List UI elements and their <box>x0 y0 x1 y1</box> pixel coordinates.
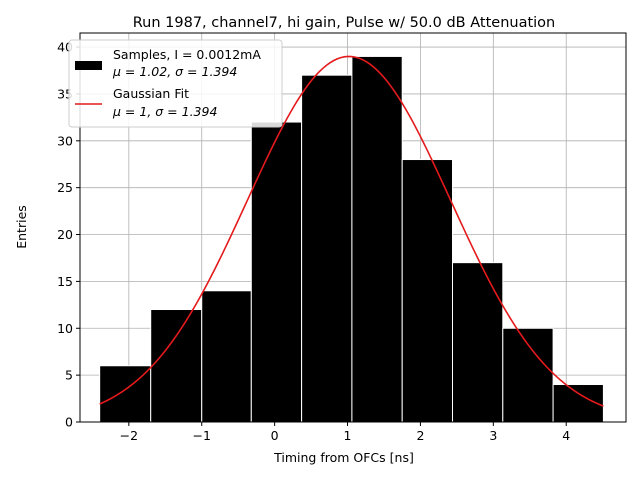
histogram-bar-6 <box>401 159 454 423</box>
histogram-bar-3 <box>250 121 303 423</box>
legend-fit-stats: μ = 1, σ = 1.394 <box>112 104 217 119</box>
histogram-bar-2 <box>201 290 252 423</box>
histogram-bar-4 <box>301 74 353 423</box>
gaussian-fit-curve <box>99 55 604 407</box>
histogram-bar-5 <box>351 55 403 423</box>
x-tick-label-2: 0 <box>271 428 279 443</box>
y-tick-label-4: 20 <box>57 227 73 242</box>
x-tick-label-6: 4 <box>562 428 570 443</box>
y-axis-label: Entries <box>14 205 29 249</box>
y-tick-label-3: 15 <box>57 274 73 289</box>
x-tick-label-4: 2 <box>416 428 424 443</box>
histogram-bar-8 <box>502 327 554 423</box>
x-axis-label: Timing from OFCs [ns] <box>273 450 414 465</box>
x-tick-label-5: 3 <box>489 428 497 443</box>
legend-fit-sigma: σ = 1.394 <box>155 104 217 119</box>
axes-frame <box>79 32 627 423</box>
y-tick-label-0: 0 <box>65 415 73 430</box>
legend-samples-label: Samples, I = 0.0012mA <box>113 47 261 62</box>
bars-layer <box>99 55 604 423</box>
y-tick-label-6: 30 <box>57 133 73 148</box>
legend: Samples, I = 0.0012mA μ = 1.02, σ = 1.39… <box>68 39 283 128</box>
legend-fit-label: Gaussian Fit <box>113 86 189 101</box>
x-tick-label-3: 1 <box>344 428 352 443</box>
y-tick-label-1: 5 <box>65 368 73 383</box>
y-tick-label-2: 10 <box>57 321 73 336</box>
histogram-bar-1 <box>150 309 203 423</box>
legend-box <box>68 39 283 128</box>
x-tick-label-0: −2 <box>120 428 138 443</box>
legend-fit-mu: μ = 1, <box>112 104 155 119</box>
chart-title: Run 1987, channel7, hi gain, Pulse w/ 50… <box>133 15 556 31</box>
legend-samples-swatch <box>75 61 102 70</box>
legend-samples-sigma: σ = 1.394 <box>175 64 237 79</box>
histogram-bar-7 <box>452 262 504 423</box>
legend-samples-mu: μ = 1.02, <box>112 64 175 79</box>
x-tick-label-1: −1 <box>193 428 211 443</box>
x-axis-ticks: −2 −1 0 1 2 3 4 <box>120 422 570 443</box>
y-tick-label-5: 25 <box>57 180 73 195</box>
legend-samples-stats: μ = 1.02, σ = 1.394 <box>112 64 237 79</box>
